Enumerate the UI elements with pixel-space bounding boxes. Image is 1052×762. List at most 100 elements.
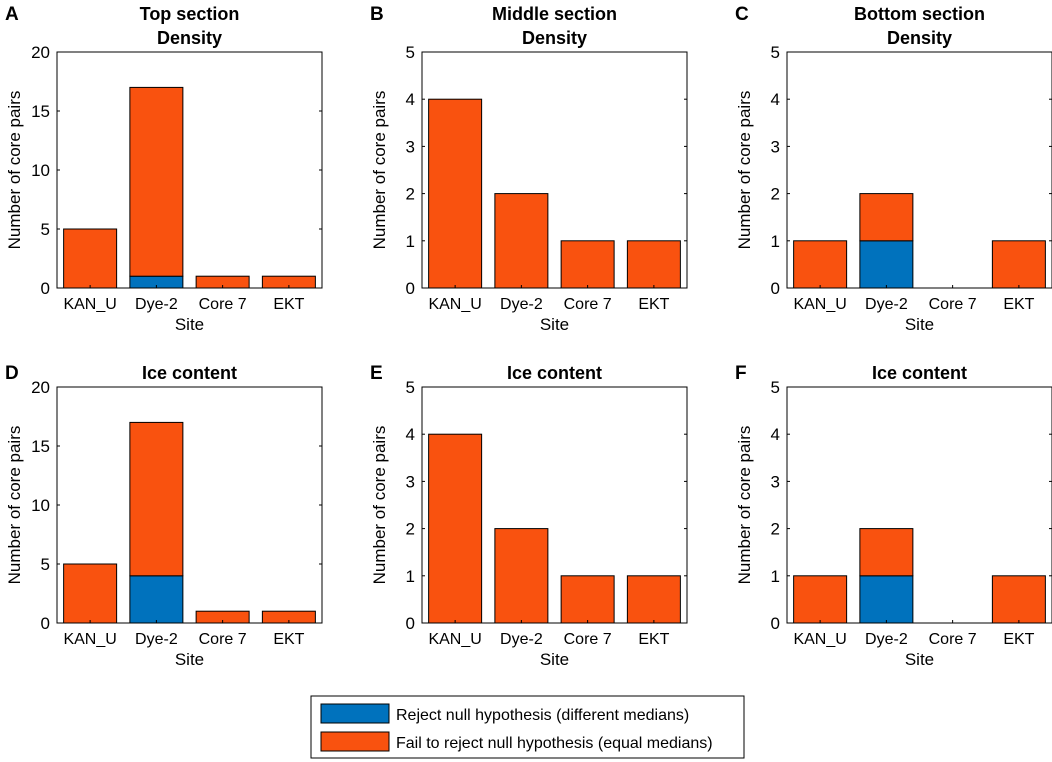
y-tick-label-e: 2	[406, 520, 415, 539]
panel-label-b: B	[370, 4, 384, 25]
axes-box-c	[786, 51, 1052, 289]
x-tick-label-b: Core 7	[564, 296, 612, 313]
y-tick-label-f: 1	[771, 567, 780, 586]
bar-e-core-7-fail	[560, 575, 615, 624]
panel-e: 0 1 2 3 4 5 KAN_U Dye-2 Core 7 EKT Site Number of c…	[370, 363, 688, 669]
bar-b-core-7-fail	[560, 240, 615, 289]
y-tick-label-f: 5	[771, 378, 780, 397]
x-tick-label-b: Dye-2	[500, 296, 543, 313]
y-tick-label-e: 0	[406, 614, 415, 633]
title-d-line-1: Ice content	[142, 363, 237, 383]
x-axis-label-a: Site	[175, 315, 204, 334]
x-axis-label-d: Site	[175, 650, 204, 669]
legend-swatch-fail	[320, 731, 390, 752]
y-tick-label-e: 3	[406, 472, 415, 491]
bar-b-dye-2-fail	[494, 193, 549, 289]
bar-f-dye-2-reject	[859, 575, 914, 624]
y-tick-label-c: 4	[771, 90, 780, 109]
y-axis-label-e: Number of core pairs	[370, 426, 389, 585]
x-tick-label-c: Core 7	[929, 296, 977, 313]
y-tick-label-b: 2	[406, 185, 415, 204]
title-b-line-2: Density	[522, 28, 587, 48]
y-tick-label-c: 1	[771, 232, 780, 251]
panel-f: 0 1 2 3 4 5 KAN_U Dye-2 Core 7 EKT Site Number of c…	[735, 363, 1052, 669]
panel-label-a: A	[5, 4, 19, 25]
legend-swatch-reject	[320, 703, 390, 724]
y-axis-label-d: Number of core pairs	[5, 426, 24, 585]
title-a-line-2: Density	[157, 28, 222, 48]
bar-e-kan-u-fail	[428, 433, 483, 624]
panel-b: 0 1 2 3 4 5 KAN_U Dye-2 Core 7 EKT Site Number of c…	[370, 4, 688, 334]
bar-b-kan-u-fail	[428, 98, 483, 289]
x-tick-label-e: EKT	[638, 631, 669, 648]
y-tick-label-d: 15	[31, 437, 50, 456]
y-tick-label-d: 0	[41, 614, 50, 633]
x-axis-label-f: Site	[905, 650, 934, 669]
y-tick-label-f: 0	[771, 614, 780, 633]
y-tick-label-e: 4	[406, 425, 415, 444]
bar-c-dye-2-fail	[859, 193, 914, 242]
y-tick-label-e: 1	[406, 567, 415, 586]
panel-label-f: F	[735, 363, 747, 384]
x-tick-label-a: KAN_U	[63, 296, 116, 313]
y-tick-label-f: 2	[771, 520, 780, 539]
y-tick-label-d: 10	[31, 496, 50, 515]
panel-a: 0 5 10 15 20 KAN_U Dye-2 Core 7 EKT Site Number of…	[5, 4, 323, 334]
x-tick-label-e: Dye-2	[500, 631, 543, 648]
x-axis-label-e: Site	[540, 650, 569, 669]
x-tick-label-e: KAN_U	[428, 631, 481, 648]
x-tick-label-e: Core 7	[564, 631, 612, 648]
y-tick-label-b: 4	[406, 90, 415, 109]
bar-b-ekt-fail	[626, 240, 681, 289]
title-c-line-2: Density	[887, 28, 952, 48]
y-tick-label-f: 4	[771, 425, 780, 444]
y-tick-label-e: 5	[406, 378, 415, 397]
y-tick-label-b: 5	[406, 43, 415, 62]
bar-c-dye-2-reject	[859, 240, 914, 289]
y-tick-label-a: 5	[41, 220, 50, 239]
y-tick-label-a: 10	[31, 161, 50, 180]
x-axis-label-b: Site	[540, 315, 569, 334]
x-tick-label-a: Core 7	[199, 296, 247, 313]
y-tick-label-a: 20	[31, 43, 50, 62]
x-tick-label-f: Core 7	[929, 631, 977, 648]
y-tick-label-c: 2	[771, 185, 780, 204]
x-tick-label-d: Core 7	[199, 631, 247, 648]
axes-box-e	[421, 386, 688, 624]
x-tick-label-f: KAN_U	[793, 631, 846, 648]
bar-a-dye-2-fail	[129, 86, 184, 277]
panel-d: 0 5 10 15 20 KAN_U Dye-2 Core 7 EKT Site Number of…	[5, 363, 323, 669]
title-e-line-1: Ice content	[507, 363, 602, 383]
bar-e-ekt-fail	[626, 575, 681, 624]
x-tick-label-a: Dye-2	[135, 296, 178, 313]
panel-c: 0 1 2 3 4 5 KAN_U Dye-2 Core 7 EKT Site Number of c…	[735, 4, 1052, 334]
legend: Reject null hypothesis (different median…	[310, 695, 745, 759]
title-b-line-1: Middle section	[492, 4, 617, 24]
bar-c-ekt-fail	[991, 240, 1046, 289]
x-axis-label-c: Site	[905, 315, 934, 334]
x-tick-label-d: KAN_U	[63, 631, 116, 648]
x-tick-label-b: EKT	[638, 296, 669, 313]
x-tick-label-a: EKT	[273, 296, 304, 313]
y-tick-label-b: 3	[406, 137, 415, 156]
panel-label-e: E	[370, 363, 383, 384]
x-tick-label-d: EKT	[273, 631, 304, 648]
y-tick-label-c: 3	[771, 137, 780, 156]
legend-label-fail: Fail to reject null hypothesis (equal me…	[396, 735, 713, 752]
title-a-line-1: Top section	[140, 4, 240, 24]
x-tick-label-f: Dye-2	[865, 631, 908, 648]
title-c-line-1: Bottom section	[854, 4, 985, 24]
x-tick-label-d: Dye-2	[135, 631, 178, 648]
y-tick-label-c: 5	[771, 43, 780, 62]
bar-f-dye-2-fail	[859, 528, 914, 577]
y-tick-label-b: 0	[406, 279, 415, 298]
axes-box-f	[786, 386, 1052, 624]
y-tick-label-d: 20	[31, 378, 50, 397]
legend-label-reject: Reject null hypothesis (different median…	[396, 707, 689, 724]
bar-f-ekt-fail	[991, 575, 1046, 624]
y-tick-label-d: 5	[41, 555, 50, 574]
axes-box-b	[421, 51, 688, 289]
x-tick-label-c: Dye-2	[865, 296, 908, 313]
y-tick-label-c: 0	[771, 279, 780, 298]
y-axis-label-a: Number of core pairs	[5, 91, 24, 250]
